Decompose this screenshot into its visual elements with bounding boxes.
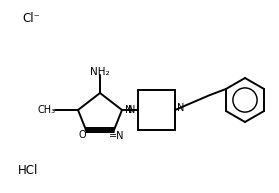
Text: CH₃: CH₃ bbox=[38, 105, 56, 115]
Text: ⁺: ⁺ bbox=[85, 129, 89, 135]
Text: N: N bbox=[128, 105, 136, 115]
Text: HCl: HCl bbox=[18, 163, 39, 177]
Text: NH₂: NH₂ bbox=[90, 67, 110, 77]
Text: =N: =N bbox=[109, 131, 125, 141]
Text: O: O bbox=[78, 130, 86, 140]
Text: N: N bbox=[177, 103, 185, 113]
Text: N: N bbox=[125, 105, 133, 115]
Text: Cl⁻: Cl⁻ bbox=[22, 12, 40, 25]
